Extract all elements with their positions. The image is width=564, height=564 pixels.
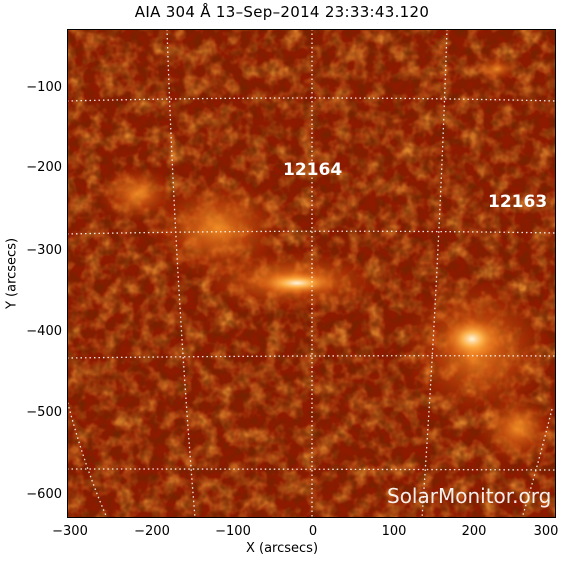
y-tick-label: −300: [26, 243, 62, 258]
x-tick-label: 0: [308, 524, 318, 539]
image-title: AIA 304 Å 13–Sep–2014 23:33:43.120: [134, 3, 430, 21]
y-tick-label: −500: [26, 405, 62, 420]
x-tick-label: −100: [215, 524, 251, 539]
x-tick-label: 100: [381, 524, 407, 539]
x-tick-label: −300: [52, 524, 88, 539]
y-axis-label: Y (arcsecs): [4, 237, 20, 310]
y-tick-label: −400: [26, 324, 62, 339]
x-tick-label: 200: [461, 524, 487, 539]
x-tick-label: 300: [533, 524, 559, 539]
active-region-label: 12164: [283, 160, 343, 180]
x-tick-label: −200: [134, 524, 170, 539]
active-region-label: 12163: [488, 192, 548, 212]
y-tick-label: −200: [26, 160, 62, 175]
watermark: SolarMonitor.org: [387, 484, 552, 508]
x-axis-label: X (arcsecs): [245, 541, 319, 556]
solar-image: [67, 29, 556, 518]
y-tick-label: −600: [26, 487, 62, 502]
y-tick-label: −100: [26, 80, 62, 95]
